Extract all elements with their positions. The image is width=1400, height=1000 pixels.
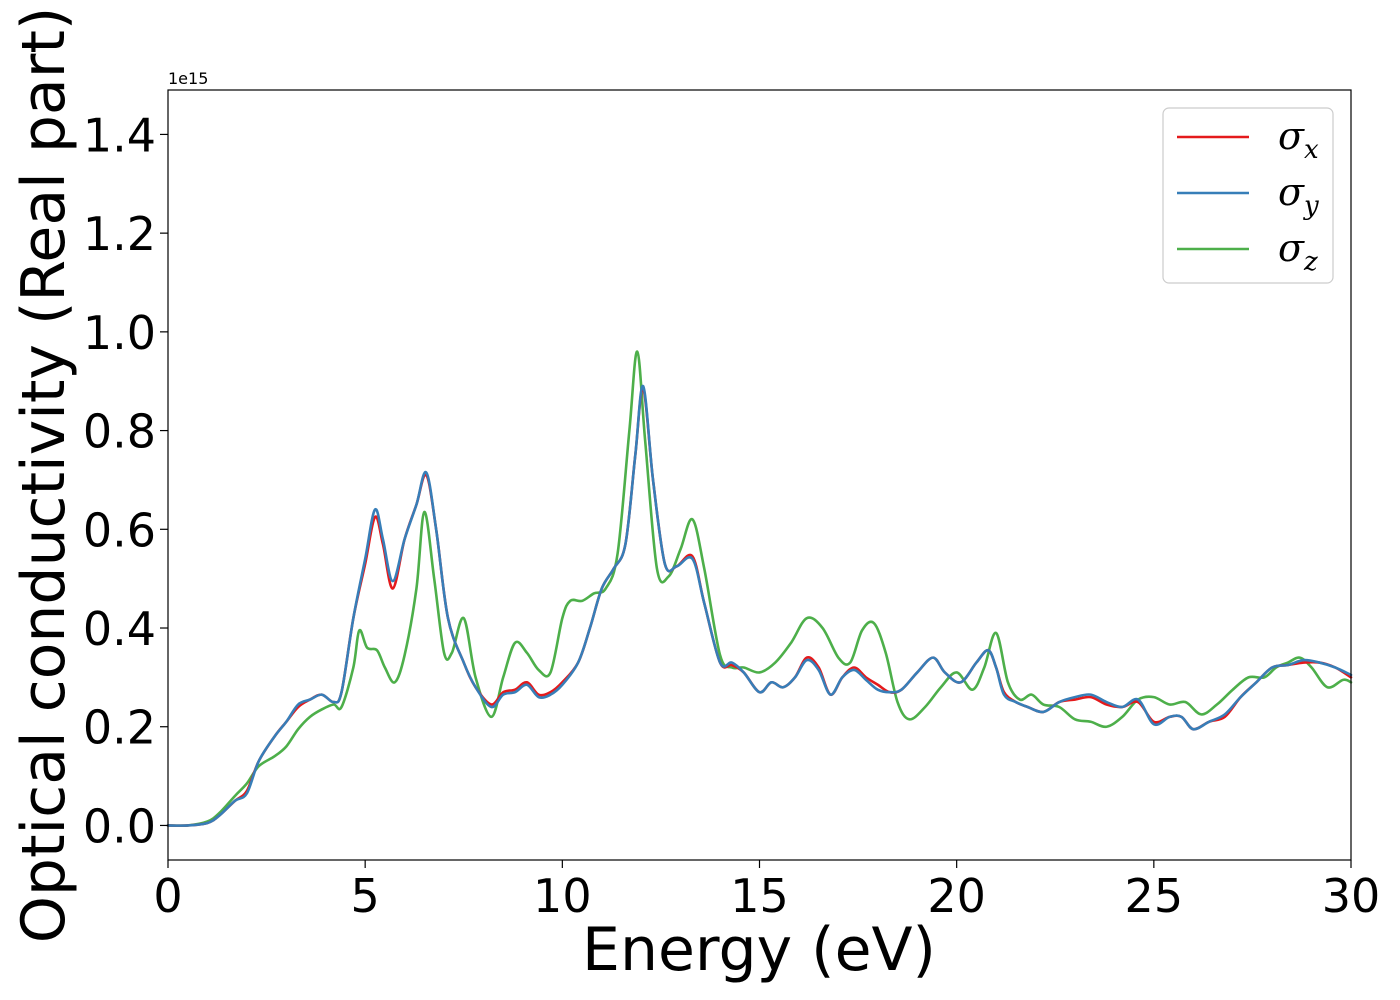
x-tick-label: 10 (533, 869, 592, 923)
plot-background (168, 90, 1351, 860)
x-tick-label: 20 (927, 869, 986, 923)
x-axis-title: Energy (eV) (582, 915, 936, 985)
y-tick-label: 1.2 (83, 207, 156, 261)
y-axis: 0.0 0.2 0.4 0.6 0.8 1.0 1.2 1.4 (83, 108, 168, 853)
series-layer (166, 350, 1353, 828)
series-line-z (166, 350, 1353, 828)
y-tick-label: 0.6 (83, 503, 156, 557)
y-tick-label: 0.4 (83, 602, 156, 656)
y-tick-label: 1.0 (83, 306, 156, 360)
series-line-y (166, 384, 1353, 827)
y-tick-label: 0.2 (83, 701, 156, 755)
x-tick-label: 25 (1125, 869, 1184, 923)
y-axis-title: Optical conductivity (Real part) (9, 7, 79, 944)
x-tick-label: 30 (1322, 869, 1381, 923)
x-axis: 0 5 10 15 20 25 30 (153, 860, 1380, 923)
y-tick-label: 1.4 (83, 108, 156, 162)
y-offset-label: 1e15 (168, 69, 208, 88)
x-tick-label: 5 (351, 869, 380, 923)
x-tick-label: 0 (153, 869, 182, 923)
y-tick-label: 0.0 (83, 799, 156, 853)
x-tick-label: 15 (730, 869, 789, 923)
y-tick-label: 0.8 (83, 405, 156, 459)
legend-box (1162, 107, 1334, 284)
